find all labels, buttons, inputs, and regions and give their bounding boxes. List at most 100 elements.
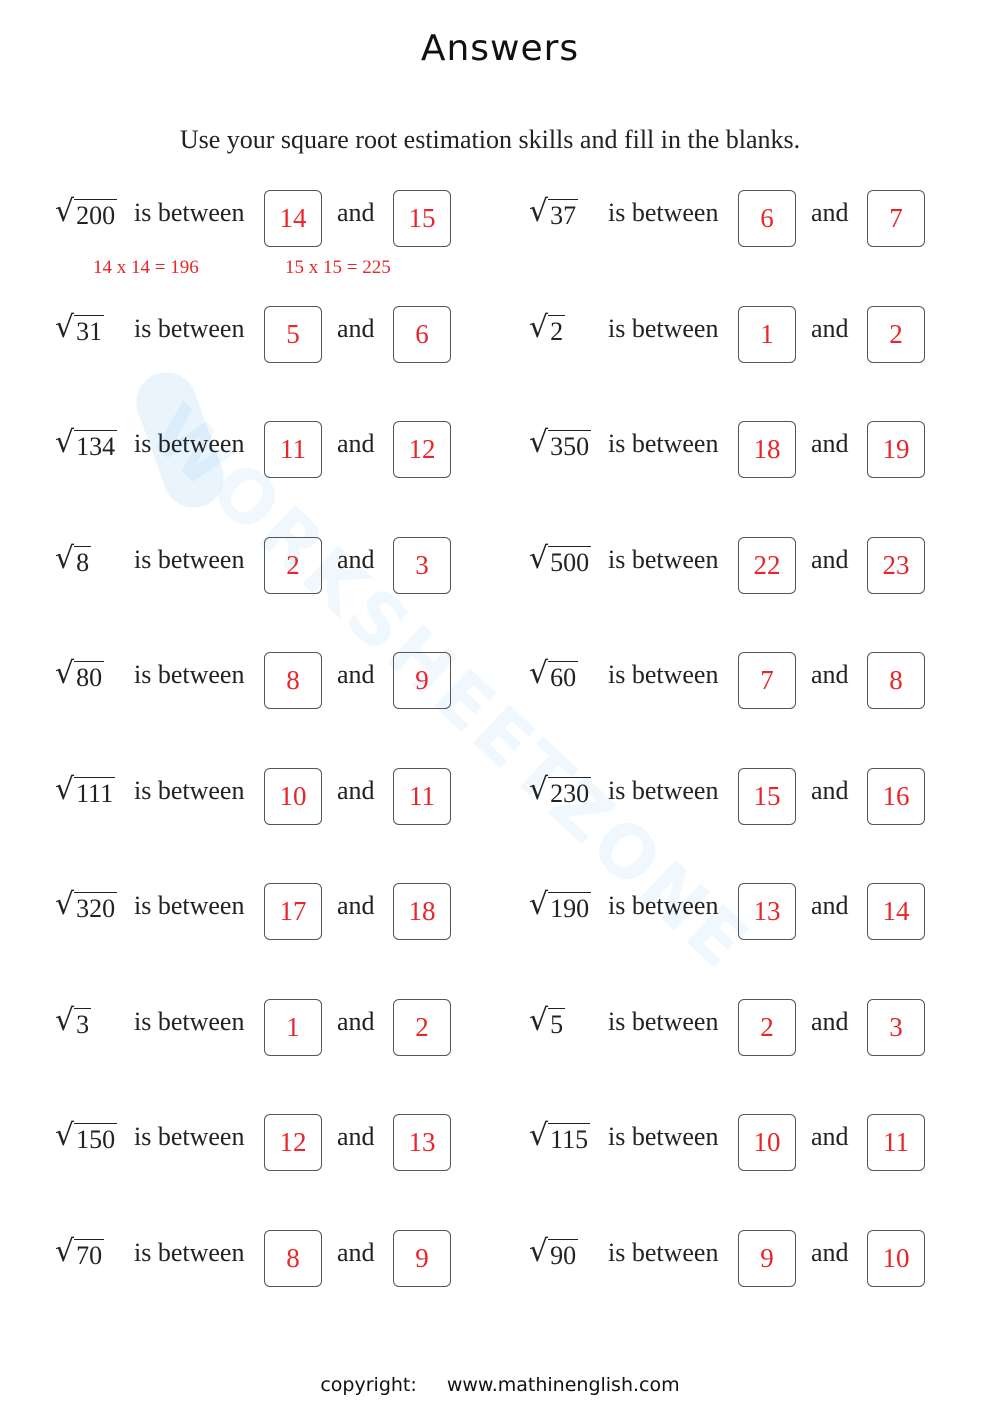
lower-answer-box[interactable]: 8 <box>264 652 322 709</box>
radicand: 3 <box>74 1007 92 1039</box>
problem-row: √ 115 is between 10 and 11 <box>529 1114 969 1172</box>
copyright-label: copyright: <box>320 1374 417 1396</box>
upper-answer-box[interactable]: 8 <box>867 652 925 709</box>
radicand: 80 <box>74 661 105 692</box>
and-label: and <box>811 313 849 343</box>
radicand: 350 <box>548 430 592 461</box>
radicand: 230 <box>548 776 592 808</box>
lower-answer-box[interactable]: 8 <box>264 1229 322 1287</box>
lower-answer-box[interactable]: 10 <box>264 767 322 825</box>
is-between-label: is between <box>134 891 245 920</box>
lower-answer-box[interactable]: 11 <box>264 421 322 478</box>
upper-answer-box[interactable]: 18 <box>393 883 451 940</box>
lower-answer-box[interactable]: 2 <box>264 536 322 594</box>
lower-answer-box[interactable]: 18 <box>738 421 796 478</box>
is-between-label: is between <box>134 775 245 805</box>
radicand: 2 <box>548 314 566 346</box>
square-root: √ 2 <box>529 308 566 348</box>
and-label: and <box>337 313 375 343</box>
example-note-low: 14 x 14 = 196 <box>93 257 199 278</box>
radical-sign-icon: √ <box>55 309 75 345</box>
and-label: and <box>337 775 375 805</box>
problem-row: √ 150 is between 12 and 13 <box>55 1114 495 1172</box>
radical-sign-icon: √ <box>529 656 549 691</box>
problem-row: √ 5 is between 2 and 3 <box>529 998 969 1057</box>
and-label: and <box>337 1122 375 1151</box>
and-label: and <box>811 775 849 805</box>
problem-row: √ 70 is between 8 and 9 <box>55 1229 495 1288</box>
square-root: √ 5 <box>529 1001 566 1041</box>
upper-answer-box[interactable]: 10 <box>867 1229 925 1287</box>
square-root: √ 500 <box>529 539 592 579</box>
radical-sign-icon: √ <box>55 771 75 807</box>
radicand: 115 <box>548 1123 591 1154</box>
lower-answer-box[interactable]: 10 <box>738 1114 796 1171</box>
upper-answer-box[interactable]: 7 <box>867 190 925 247</box>
radicand: 150 <box>74 1123 118 1154</box>
upper-answer-box[interactable]: 16 <box>867 767 925 825</box>
lower-answer-box[interactable]: 9 <box>738 1229 796 1287</box>
and-label: and <box>337 891 375 920</box>
upper-answer-box[interactable]: 11 <box>867 1114 925 1171</box>
radicand: 37 <box>548 199 579 230</box>
copyright-url[interactable]: www.mathinenglish.com <box>446 1374 680 1396</box>
lower-answer-box[interactable]: 1 <box>264 998 322 1056</box>
lower-answer-box[interactable]: 17 <box>264 883 322 940</box>
and-label: and <box>811 891 849 920</box>
radical-sign-icon: √ <box>55 425 75 460</box>
is-between-label: is between <box>608 891 719 920</box>
lower-answer-box[interactable]: 1 <box>738 305 796 363</box>
square-root: √ 111 <box>55 770 116 810</box>
upper-answer-box[interactable]: 3 <box>393 536 451 594</box>
radical-sign-icon: √ <box>529 540 549 576</box>
page-title: Answers <box>420 28 580 69</box>
radical-sign-icon: √ <box>55 656 75 691</box>
and-label: and <box>811 1122 849 1151</box>
lower-answer-box[interactable]: 2 <box>738 998 796 1056</box>
radical-sign-icon: √ <box>529 1002 549 1038</box>
upper-answer-box[interactable]: 2 <box>867 305 925 363</box>
upper-answer-box[interactable]: 12 <box>393 421 451 478</box>
square-root: √ 60 <box>529 654 579 694</box>
upper-answer-box[interactable]: 11 <box>393 767 451 825</box>
radical-sign-icon: √ <box>529 771 549 807</box>
lower-answer-box[interactable]: 6 <box>738 190 796 247</box>
upper-answer-box[interactable]: 14 <box>867 883 925 940</box>
upper-answer-box[interactable]: 19 <box>867 421 925 478</box>
upper-answer-box[interactable]: 3 <box>867 998 925 1056</box>
square-root: √ 37 <box>529 192 579 232</box>
is-between-label: is between <box>608 429 719 458</box>
is-between-label: is between <box>134 660 245 689</box>
is-between-label: is between <box>134 1122 245 1151</box>
lower-answer-box[interactable]: 12 <box>264 1114 322 1171</box>
upper-answer-box[interactable]: 13 <box>393 1114 451 1171</box>
lower-answer-box[interactable]: 22 <box>738 536 796 594</box>
square-root: √ 350 <box>529 423 592 463</box>
problem-row: √ 31 is between 5 and 6 <box>55 305 495 364</box>
lower-answer-box[interactable]: 15 <box>738 767 796 825</box>
is-between-label: is between <box>134 1006 245 1036</box>
example-note-high: 15 x 15 = 225 <box>285 257 391 278</box>
radical-sign-icon: √ <box>529 309 549 345</box>
upper-answer-box[interactable]: 6 <box>393 305 451 363</box>
radical-sign-icon: √ <box>529 1118 549 1153</box>
upper-answer-box[interactable]: 23 <box>867 536 925 594</box>
and-label: and <box>811 429 849 458</box>
lower-answer-box[interactable]: 7 <box>738 652 796 709</box>
is-between-label: is between <box>608 1122 719 1151</box>
radicand: 200 <box>74 199 118 230</box>
upper-answer-box[interactable]: 9 <box>393 652 451 709</box>
is-between-label: is between <box>608 313 719 343</box>
lower-answer-box[interactable]: 13 <box>738 883 796 940</box>
and-label: and <box>337 429 375 458</box>
problem-row: √ 500 is between 22 and 23 <box>529 536 969 595</box>
and-label: and <box>811 660 849 689</box>
square-root: √ 31 <box>55 308 105 348</box>
lower-answer-box[interactable]: 14 <box>264 190 322 247</box>
lower-answer-box[interactable]: 5 <box>264 305 322 363</box>
upper-answer-box[interactable]: 2 <box>393 998 451 1056</box>
upper-answer-box[interactable]: 9 <box>393 1229 451 1287</box>
upper-answer-box[interactable]: 15 <box>393 190 451 247</box>
radical-sign-icon: √ <box>55 194 75 229</box>
problem-row: √ 134 is between 11 and 12 <box>55 421 495 479</box>
